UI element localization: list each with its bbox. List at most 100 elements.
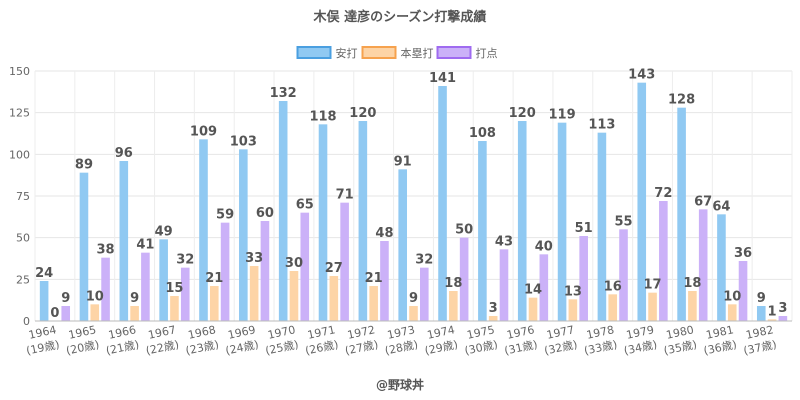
bar-安打-1967 [159, 239, 168, 321]
bar-本塁打-1967 [170, 296, 179, 321]
data-label: 16 [604, 279, 622, 294]
data-label: 128 [668, 93, 695, 108]
data-label: 17 [644, 278, 662, 293]
x-tick-label: 1969(24歳) [221, 323, 260, 357]
legend-label: 打点 [476, 46, 498, 60]
data-label: 32 [176, 253, 194, 268]
bar-安打-1973 [398, 169, 407, 321]
x-tick-year: 1976 [506, 323, 536, 342]
y-tick-label: 150 [9, 65, 30, 78]
data-label: 18 [683, 276, 701, 291]
bar-安打-1966 [119, 161, 129, 321]
bar-打点-1969 [260, 221, 270, 321]
x-tick-label: 1966(21歳) [102, 323, 141, 357]
data-label: 132 [270, 86, 297, 101]
data-label: 48 [375, 226, 393, 241]
data-label: 33 [245, 251, 263, 266]
data-label: 21 [365, 271, 383, 286]
data-label: 30 [285, 256, 303, 271]
data-label: 18 [444, 276, 462, 291]
legend-item-安打[interactable]: 安打 [296, 46, 358, 60]
x-tick-label: 1971(26歳) [301, 323, 340, 357]
bar-本塁打-1970 [289, 271, 299, 321]
bar-本塁打-1965 [90, 304, 100, 321]
bar-打点-1968 [220, 222, 230, 321]
data-label: 10 [86, 289, 104, 304]
data-label: 3 [778, 301, 787, 316]
x-tick-year: 1975 [466, 323, 496, 342]
x-tick-year: 1980 [665, 323, 695, 342]
y-tick-label: 75 [16, 190, 30, 203]
bar-打点-1979 [659, 201, 668, 321]
x-tick-label: 1967(22歳) [142, 323, 181, 357]
bar-本塁打-1976 [528, 297, 538, 321]
data-label: 9 [409, 291, 418, 306]
y-tick-label: 125 [9, 107, 30, 120]
bar-打点-1971 [340, 202, 349, 321]
bar-安打-1976 [517, 121, 527, 321]
data-label: 59 [216, 208, 234, 223]
data-label: 118 [309, 109, 336, 124]
data-label: 120 [349, 106, 376, 121]
bar-本塁打-1981 [727, 304, 737, 321]
data-label: 1 [768, 304, 777, 319]
data-labels: 2409891038969414915321092159103336013230… [35, 68, 787, 321]
legend-swatch [436, 46, 472, 59]
bar-打点-1978 [619, 229, 628, 321]
data-label: 51 [575, 221, 593, 236]
data-label: 13 [564, 284, 582, 299]
x-tick-year: 1974 [426, 323, 456, 342]
bar-安打-1980 [677, 107, 686, 322]
bar-安打-1977 [557, 122, 567, 322]
data-label: 15 [165, 281, 183, 296]
legend-label: 安打 [336, 46, 358, 60]
bar-本塁打-1982 [767, 319, 777, 321]
bar-打点-1972 [380, 241, 389, 321]
x-tick-label: 1968(23歳) [181, 323, 220, 357]
bar-打点-1981 [738, 261, 748, 321]
bar-安打-1970 [278, 101, 288, 321]
data-label: 119 [548, 108, 575, 123]
bar-安打-1978 [597, 132, 607, 321]
bar-本塁打-1969 [249, 266, 259, 321]
x-tick-year: 1982 [745, 323, 775, 342]
data-label: 9 [61, 291, 70, 306]
data-label: 43 [495, 234, 513, 249]
legend-item-打点[interactable]: 打点 [436, 46, 498, 60]
bar-打点-1982 [778, 316, 788, 321]
source-credit: @野球丼 [376, 377, 424, 392]
x-tick-year: 1968 [187, 323, 217, 342]
bar-本塁打-1968 [209, 286, 219, 321]
data-label: 67 [694, 194, 712, 209]
bar-打点-1964 [61, 306, 71, 321]
bar-安打-1964 [39, 281, 49, 321]
bar-安打-1975 [478, 141, 487, 321]
bar-打点-1976 [539, 254, 549, 321]
x-tick-label: 1965(20歳) [62, 323, 101, 357]
x-tick-year: 1970 [267, 323, 297, 342]
x-tick-year: 1978 [585, 323, 615, 342]
data-label: 38 [97, 243, 115, 258]
legend-item-本塁打[interactable]: 本塁打 [361, 46, 434, 60]
bar-打点-1966 [141, 252, 150, 321]
data-label: 24 [35, 266, 53, 281]
x-tick-label: 1975(30歳) [460, 323, 499, 357]
data-label: 60 [256, 206, 274, 221]
bar-安打-1981 [717, 214, 726, 321]
y-tick-label: 0 [23, 315, 30, 328]
bar-打点-1980 [698, 209, 708, 321]
chart-title: 木俣 達彦のシーズン打撃成績 [313, 9, 487, 25]
bar-本塁打-1979 [648, 292, 657, 321]
x-tick-year: 1969 [227, 323, 257, 342]
data-label: 141 [429, 71, 456, 86]
bar-本塁打-1980 [688, 291, 697, 321]
x-tick-label: 1970(25歳) [261, 323, 300, 357]
data-label: 65 [296, 198, 314, 213]
legend-swatch [361, 46, 397, 59]
x-tick-label: 1976(31歳) [500, 323, 539, 357]
x-tick-year: 1964 [27, 323, 57, 342]
bar-本塁打-1972 [369, 286, 378, 321]
bar-安打-1971 [318, 124, 328, 321]
x-tick-label: 1982(37歳) [739, 323, 778, 357]
